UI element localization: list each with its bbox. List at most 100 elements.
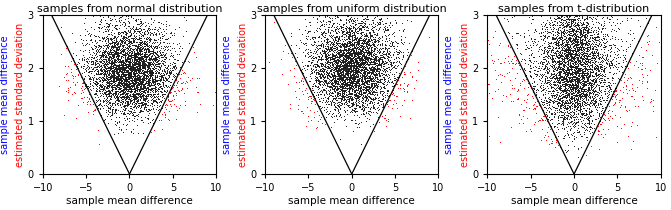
- Point: [580, 109, 590, 112]
- Point: [331, 80, 342, 83]
- Point: [346, 26, 357, 29]
- Point: [344, 50, 354, 54]
- Point: [319, 65, 330, 68]
- Point: [566, 79, 576, 82]
- Point: [375, 80, 386, 84]
- Point: [341, 72, 352, 75]
- Point: [564, 77, 574, 80]
- Point: [393, 52, 403, 56]
- Point: [571, 75, 582, 78]
- Point: [120, 104, 131, 108]
- Point: [354, 76, 364, 79]
- Point: [361, 112, 372, 115]
- Point: [146, 82, 156, 85]
- Point: [367, 83, 378, 86]
- Point: [361, 88, 372, 91]
- Point: [538, 52, 549, 55]
- Point: [582, 47, 593, 51]
- Point: [380, 67, 391, 71]
- Point: [103, 71, 114, 74]
- Point: [155, 53, 166, 57]
- Point: [516, 80, 527, 83]
- Point: [171, 85, 182, 89]
- Point: [127, 93, 138, 96]
- Point: [159, 63, 170, 66]
- Point: [348, 41, 359, 44]
- Point: [537, 100, 548, 103]
- Point: [121, 83, 132, 87]
- Point: [345, 62, 356, 66]
- Point: [130, 68, 140, 71]
- Point: [165, 31, 176, 35]
- Point: [606, 15, 617, 18]
- Point: [131, 55, 142, 58]
- Point: [338, 75, 348, 78]
- Point: [338, 84, 348, 87]
- Point: [344, 55, 355, 58]
- Point: [575, 117, 586, 120]
- Point: [569, 65, 580, 68]
- Point: [333, 89, 344, 92]
- Point: [374, 56, 385, 60]
- Point: [148, 87, 158, 90]
- Point: [374, 59, 384, 63]
- Point: [589, 71, 600, 75]
- Point: [143, 28, 154, 31]
- Point: [591, 98, 602, 101]
- Point: [128, 72, 139, 75]
- Point: [571, 50, 582, 53]
- Point: [546, 20, 557, 24]
- Point: [327, 94, 338, 97]
- Point: [572, 49, 583, 52]
- Point: [413, 61, 423, 64]
- Point: [109, 123, 120, 126]
- Point: [576, 115, 587, 119]
- Point: [138, 100, 148, 104]
- Point: [128, 79, 139, 83]
- Point: [584, 48, 595, 51]
- Point: [566, 116, 576, 120]
- Point: [331, 27, 342, 31]
- Point: [352, 46, 362, 50]
- Point: [144, 59, 154, 62]
- Point: [368, 63, 379, 66]
- Point: [539, 100, 550, 104]
- Point: [96, 68, 107, 72]
- Point: [384, 68, 395, 72]
- Point: [609, 45, 620, 48]
- Point: [398, 87, 409, 91]
- Point: [309, 35, 320, 38]
- Point: [162, 37, 172, 40]
- Point: [637, 95, 648, 98]
- Point: [546, 100, 557, 103]
- Point: [318, 87, 329, 90]
- Point: [127, 110, 138, 114]
- Point: [125, 46, 136, 50]
- Point: [97, 67, 108, 71]
- Point: [364, 93, 375, 96]
- Point: [351, 61, 362, 64]
- Point: [120, 59, 131, 62]
- Point: [633, 65, 643, 69]
- Point: [560, 81, 571, 84]
- Point: [143, 27, 154, 31]
- Point: [336, 81, 347, 84]
- Point: [118, 77, 129, 81]
- Point: [356, 14, 367, 17]
- Point: [330, 35, 341, 39]
- Point: [115, 58, 125, 62]
- Point: [559, 76, 570, 79]
- Point: [164, 85, 175, 88]
- Point: [150, 71, 161, 75]
- Point: [132, 64, 143, 68]
- Point: [146, 70, 156, 73]
- Point: [611, 56, 622, 60]
- Point: [142, 32, 153, 36]
- Point: [111, 59, 122, 63]
- Point: [577, 104, 588, 107]
- Point: [137, 75, 148, 79]
- Point: [370, 52, 380, 55]
- Point: [343, 41, 354, 44]
- Point: [143, 81, 154, 85]
- Point: [578, 34, 589, 38]
